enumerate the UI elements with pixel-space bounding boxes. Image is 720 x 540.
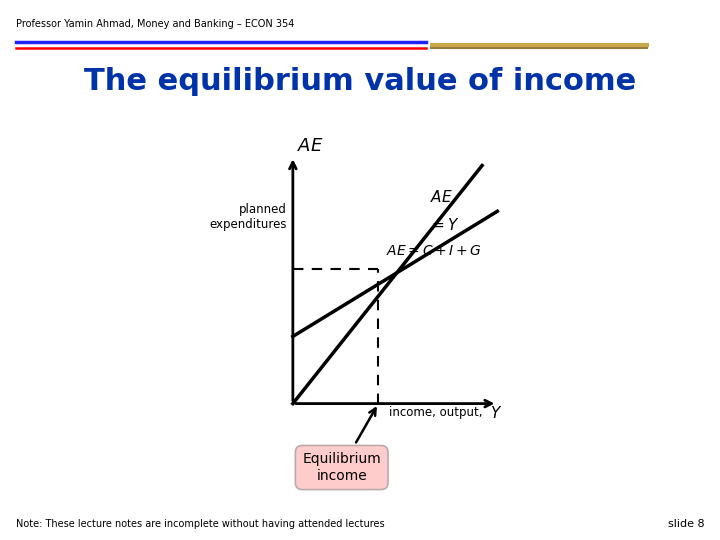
Text: UNIVERSITY OF WISCONSIN: UNIVERSITY OF WISCONSIN <box>506 5 574 10</box>
Text: Equilibrium
income: Equilibrium income <box>302 408 381 483</box>
Text: income, output,: income, output, <box>389 406 482 419</box>
Text: W: W <box>442 17 464 35</box>
Text: The equilibrium value of income: The equilibrium value of income <box>84 68 636 97</box>
Text: $\mathit{= Y}$: $\mathit{= Y}$ <box>428 218 459 233</box>
Text: Whitewater: Whitewater <box>500 13 580 26</box>
Text: $\mathit{Y}$: $\mathit{Y}$ <box>490 405 502 421</box>
Text: Note: These lecture notes are incomplete without having attended lectures: Note: These lecture notes are incomplete… <box>16 519 384 529</box>
Text: $\mathit{AE = C + I + G}$: $\mathit{AE = C + I + G}$ <box>386 244 482 258</box>
Text: $\mathit{AE}$: $\mathit{AE}$ <box>297 137 324 155</box>
Text: $\mathit{AE}$: $\mathit{AE}$ <box>431 189 453 205</box>
Text: planned
expenditures: planned expenditures <box>210 204 287 232</box>
Text: slide 8: slide 8 <box>667 519 704 529</box>
Text: Professor Yamin Ahmad, Money and Banking – ECON 354: Professor Yamin Ahmad, Money and Banking… <box>16 19 294 29</box>
